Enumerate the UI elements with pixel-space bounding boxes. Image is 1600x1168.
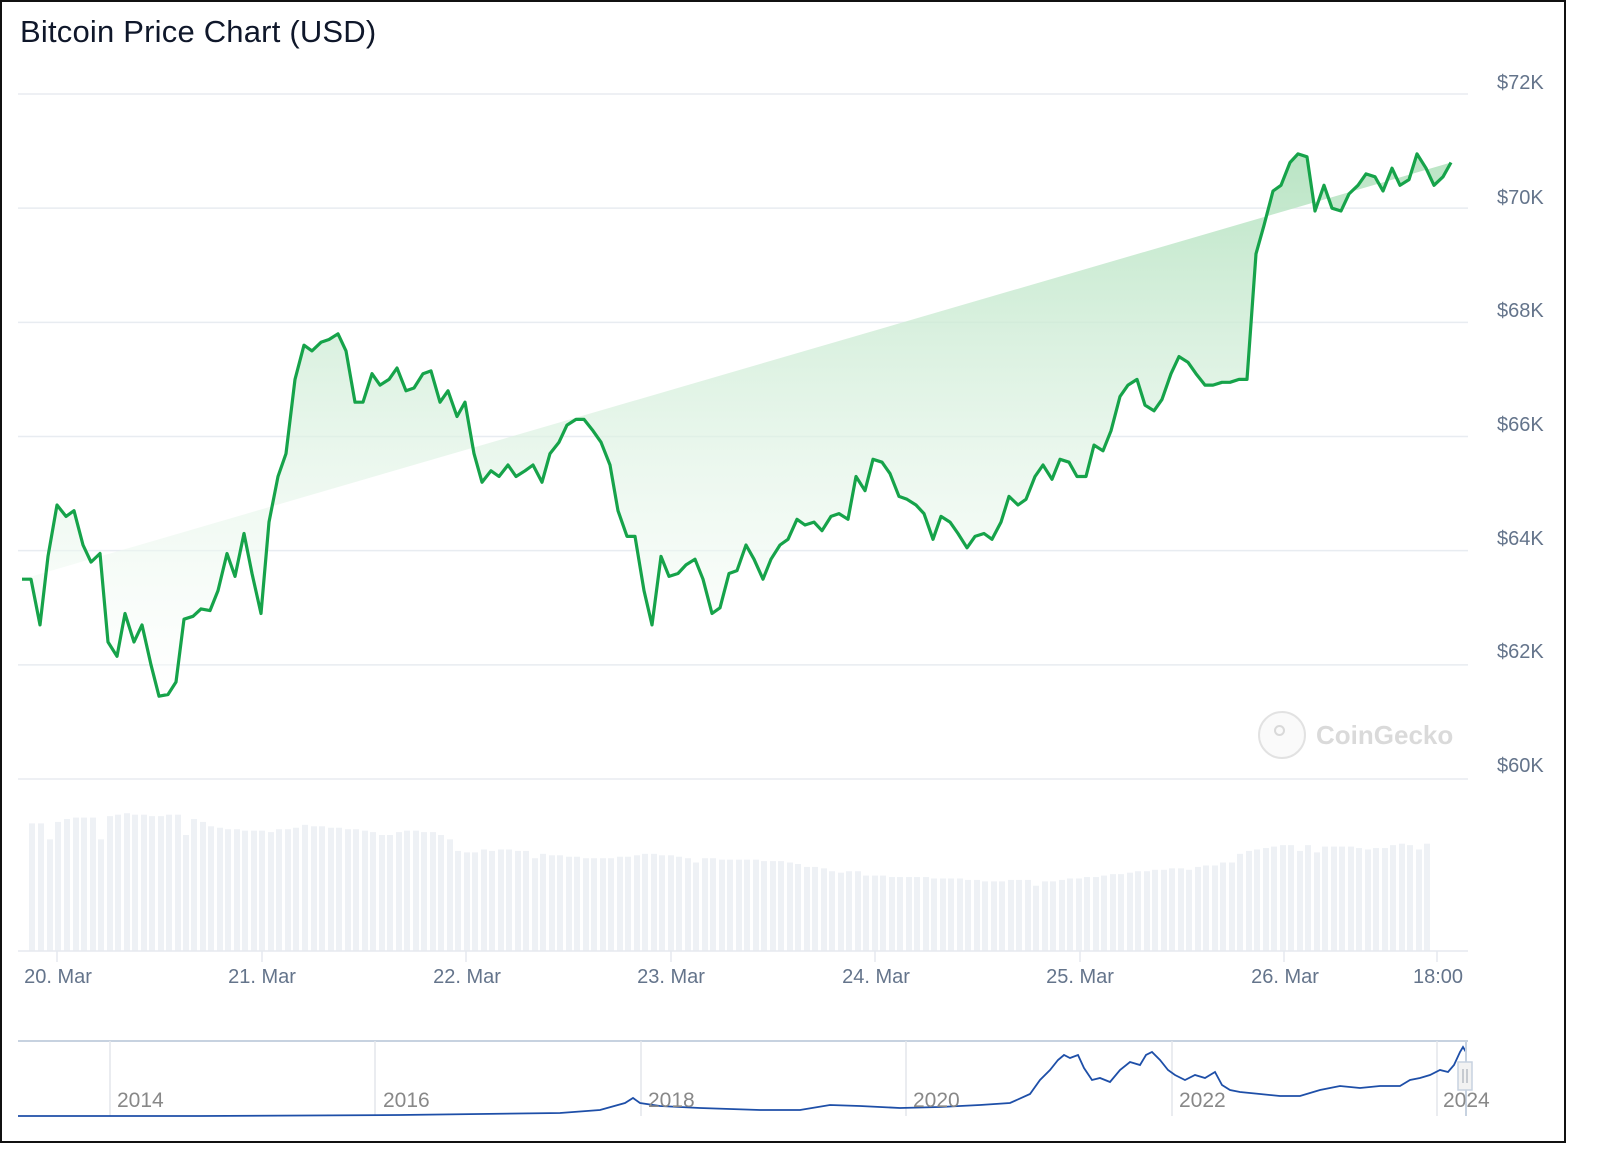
price-line[interactable]	[22, 152, 1453, 698]
navigator-year-label: 2016	[383, 1089, 430, 1112]
navigator-year-label: 2024	[1443, 1089, 1490, 1112]
x-tick-label: 18:00	[1412, 966, 1464, 988]
y-tick-label: $66K	[1497, 414, 1544, 436]
x-tick-label: 24. Mar	[842, 966, 910, 988]
x-tick-label: 23. Mar	[637, 966, 705, 988]
y-tick-label: $70K	[1497, 187, 1544, 209]
watermark-text: CoinGecko	[1316, 719, 1454, 750]
chart-title: Bitcoin Price Chart (USD)	[20, 14, 377, 49]
y-tick-label: $62K	[1497, 641, 1544, 663]
navigator-year-label: 2018	[648, 1089, 695, 1112]
y-tick-label: $64K	[1497, 528, 1544, 550]
x-tick-label: 26. Mar	[1251, 966, 1319, 988]
volume-bars	[29, 813, 1430, 951]
y-tick-label: $60K	[1497, 755, 1544, 777]
x-tick-label: 22. Mar	[433, 966, 501, 988]
navigator-year-label: 2014	[117, 1089, 164, 1112]
y-tick-label: $68K	[1497, 300, 1544, 322]
y-tick-label: $72K	[1497, 72, 1544, 94]
navigator[interactable]	[18, 1040, 1473, 1117]
x-tick-label: 20. Mar	[24, 966, 92, 988]
navigator-year-label: 2022	[1179, 1089, 1226, 1112]
navigator-drag-handle-icon[interactable]	[1457, 1061, 1473, 1091]
price-area	[22, 153, 1451, 697]
coingecko-watermark: CoinGecko	[1258, 711, 1453, 759]
navigator-year-label: 2020	[913, 1089, 960, 1112]
x-tick-label: 21. Mar	[228, 966, 296, 988]
x-tick-label: 25. Mar	[1046, 966, 1114, 988]
x-axis-ticks	[18, 950, 1468, 962]
gecko-logo-icon	[1258, 711, 1306, 759]
